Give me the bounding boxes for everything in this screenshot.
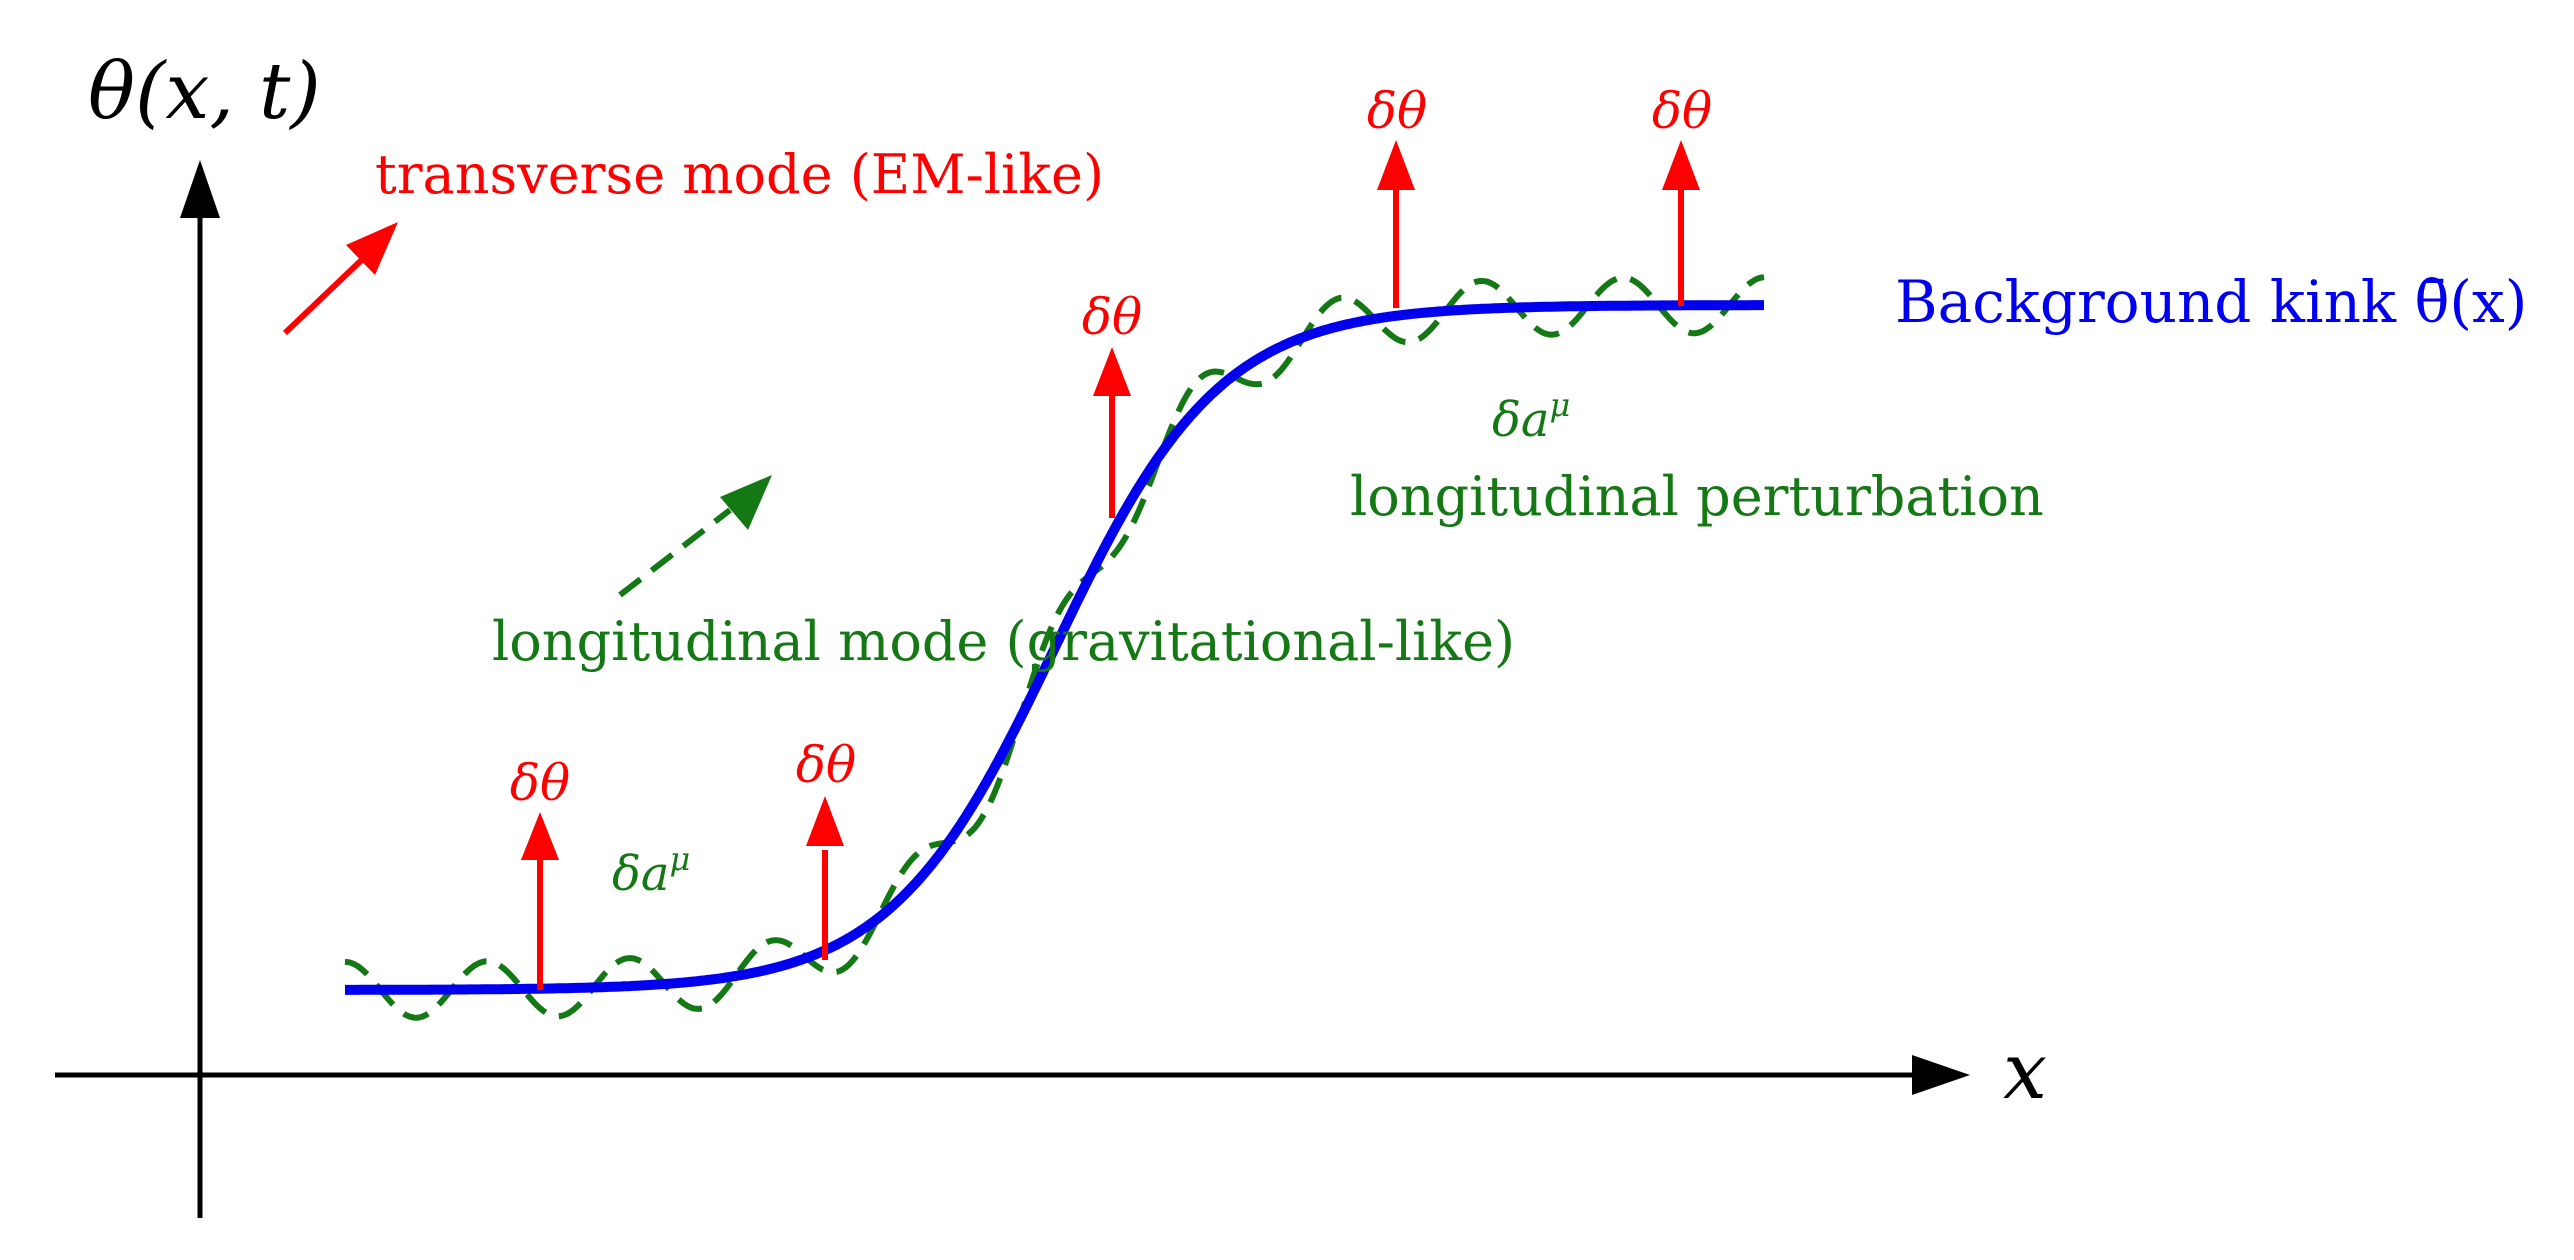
longitudinal-mode-label: longitudinal mode (gravitational-like)	[492, 610, 1515, 673]
delta-theta-label: δθ	[1367, 82, 1427, 140]
delta-theta-arrow: δθ	[1082, 288, 1142, 518]
x-axis-label: x	[2003, 1027, 2047, 1117]
background-kink-curve	[345, 300, 1764, 995]
delta-theta-arrows: δθ δθ δθ δθ δθ	[510, 82, 1712, 990]
transverse-arrow-shaft	[282, 249, 373, 336]
delta-theta-arrow: δθ	[1652, 82, 1712, 306]
transverse-mode-indicator: transverse mode (EM-like)	[282, 143, 1104, 336]
longitudinal-arrow-shaft	[618, 507, 732, 598]
transverse-arrowhead	[346, 222, 398, 275]
x-axis-arrowhead	[1912, 1055, 1970, 1095]
delta-theta-arrow: δθ	[510, 754, 570, 990]
longitudinal-arrowhead	[720, 475, 772, 530]
delta-theta-arrow: δθ	[1367, 82, 1427, 308]
transverse-mode-label: transverse mode (EM-like)	[375, 143, 1104, 206]
delta-a-mu-label-right: δaμ	[1492, 386, 1570, 448]
longitudinal-mode-indicator: longitudinal mode (gravitational-like)	[492, 475, 1515, 673]
delta-theta-label: δθ	[1652, 82, 1712, 140]
y-axis-label: θ(x, t)	[88, 47, 321, 137]
delta-theta-label: δθ	[510, 754, 570, 812]
delta-theta-arrow: δθ	[796, 736, 856, 960]
background-kink-label: Background kink θ̄(x)	[1895, 268, 2527, 336]
delta-a-mu-label-left: δaμ	[612, 840, 690, 902]
axes: θ(x, t) x	[55, 47, 2047, 1218]
y-axis-arrowhead	[180, 160, 220, 218]
delta-theta-label: δθ	[1082, 288, 1142, 346]
delta-theta-label: δθ	[796, 736, 856, 794]
longitudinal-perturbation-label: longitudinal perturbation	[1350, 465, 2044, 528]
